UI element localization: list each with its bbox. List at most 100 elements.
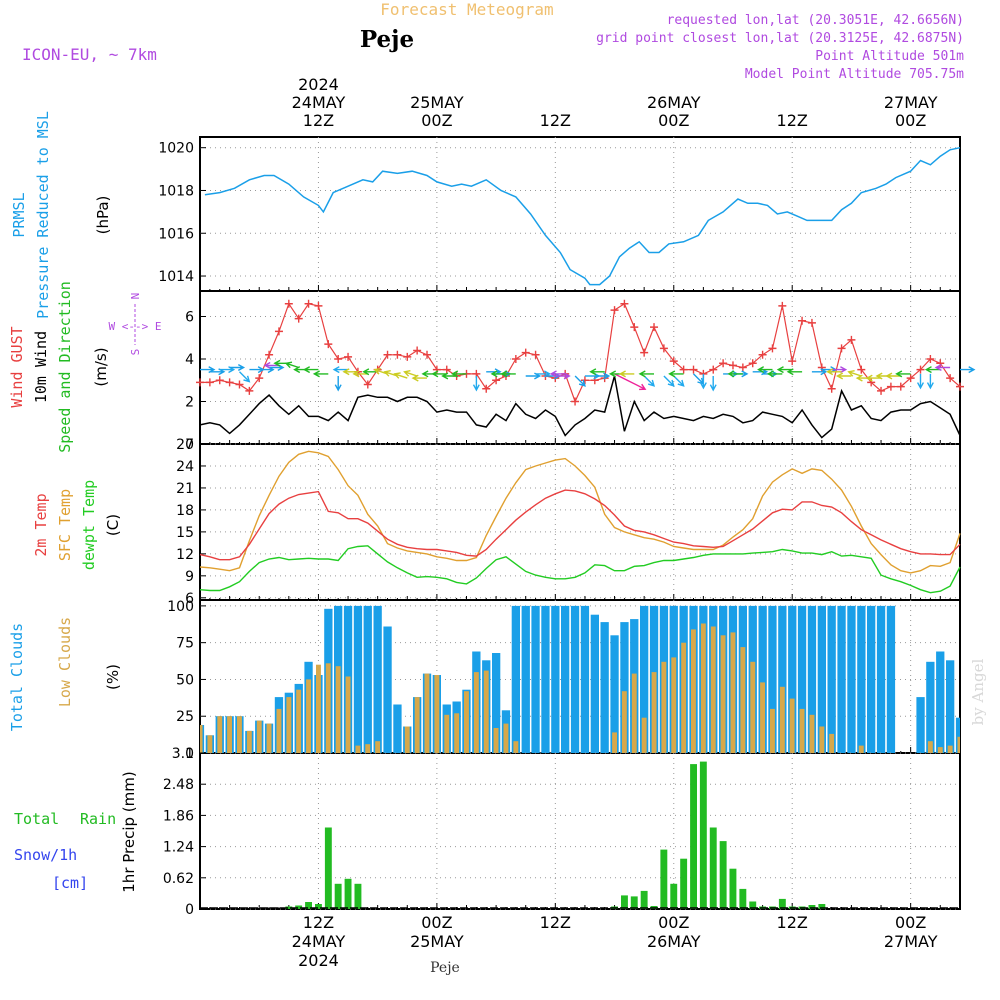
y-tick-label: 1018 <box>158 183 194 199</box>
total-cloud-bar <box>373 605 382 753</box>
low-cloud-bar <box>286 697 292 753</box>
location-title: Peje <box>360 26 414 53</box>
low-cloud-bar <box>434 675 440 753</box>
gust-marker <box>225 378 234 387</box>
gust-marker <box>728 361 737 370</box>
gust-marker <box>215 376 224 385</box>
gust-marker <box>393 350 402 359</box>
total-cloud-bar <box>600 622 609 753</box>
gust-marker <box>521 348 530 357</box>
wind-arrow <box>332 366 349 374</box>
total-cloud-bar <box>778 605 787 753</box>
gust-marker <box>719 359 728 368</box>
wind-arrow <box>835 372 852 380</box>
rain-bar <box>660 849 668 909</box>
total-cloud-bar <box>610 635 619 753</box>
low-cloud-bar <box>375 741 381 753</box>
gust-marker <box>807 318 816 327</box>
low-cloud-bar <box>464 691 469 753</box>
top-axis-label: 12Z <box>540 111 571 130</box>
gust-marker <box>738 363 747 372</box>
low-cloud-bar <box>681 642 687 753</box>
rain-bar <box>690 764 697 909</box>
low-cloud-bar <box>730 632 736 753</box>
panel-frame <box>199 599 961 754</box>
wind-arrow <box>960 366 976 374</box>
gust-label: Wind GUST <box>8 326 26 407</box>
wind-arrow <box>709 376 717 392</box>
gust-marker <box>916 365 925 374</box>
pressure-line <box>204 146 961 286</box>
rain-bar <box>315 904 322 909</box>
gust-marker <box>778 301 787 310</box>
wind-arrow <box>431 370 447 378</box>
top-axis-label: 2024 <box>298 75 339 94</box>
dewpt-label: dewpt Temp <box>80 480 98 570</box>
y-tick-label: 9 <box>185 569 194 585</box>
low-cloud-bar <box>237 716 242 753</box>
rain-bar <box>719 841 727 909</box>
rain-bar <box>344 878 352 909</box>
gust-marker <box>886 382 895 391</box>
wind-arrow <box>786 368 803 376</box>
y-tick-label: 3.1 <box>172 746 194 762</box>
gust-marker <box>294 314 303 323</box>
gust-marker <box>304 299 313 308</box>
gust-marker <box>324 340 333 349</box>
low-cloud-bar <box>710 626 716 753</box>
top-axis-label: 24MAY <box>292 93 346 112</box>
gust-line <box>200 302 961 404</box>
total-cloud-bar <box>561 605 570 753</box>
total-cloud-bar <box>640 605 649 753</box>
rain-bar <box>699 761 707 909</box>
total-cloud-bar <box>867 605 876 753</box>
rain-bar <box>334 883 342 909</box>
low-cloud-bar <box>207 735 213 753</box>
sfc-temp-label: SFC Temp <box>56 489 74 561</box>
precip-panel: 0 0.62 1.24 1.86 2.48 3.1 <box>163 746 961 918</box>
low-cloud-bar <box>947 745 953 753</box>
gust-marker <box>758 350 767 359</box>
gust-marker <box>363 380 372 389</box>
wind-arrow <box>229 363 246 372</box>
y-tick-label: 2.48 <box>163 777 194 793</box>
bottom-axis-label: 27MAY <box>884 932 938 951</box>
y-tick-label: 1016 <box>158 226 194 242</box>
low-cloud-bar <box>819 726 825 753</box>
y-tick-label: 75 <box>176 636 194 652</box>
temperature-panel: 6 9 12 15 18 21 24 27 <box>176 437 961 607</box>
gust-marker <box>511 355 520 363</box>
gust-marker <box>877 386 886 395</box>
y-tick-label: 0 <box>185 746 194 762</box>
wind-arrow <box>916 373 925 390</box>
low-cloud-bar <box>424 673 430 753</box>
wind-arrow <box>411 374 427 382</box>
total-cloud-bar <box>797 605 807 753</box>
gust-marker <box>531 350 540 359</box>
gust-marker <box>274 327 283 336</box>
y-tick-label: 1.86 <box>163 808 194 824</box>
wind-arrow <box>847 370 862 377</box>
rain-bar <box>354 883 362 909</box>
low-cloud-bar <box>720 635 726 753</box>
total-cloud-bar <box>541 605 550 753</box>
total-cloud-bar <box>827 605 836 753</box>
gust-marker <box>423 350 432 359</box>
gust-marker <box>265 350 274 359</box>
wind-arrow <box>673 375 685 387</box>
low-cloud-bar <box>858 745 864 753</box>
rain-bar <box>818 904 826 909</box>
gust-marker <box>235 380 244 389</box>
rain-bar <box>670 883 678 909</box>
top-axis-label: 27MAY <box>884 93 938 112</box>
total-cloud-bar <box>758 605 767 753</box>
wind-arrow <box>757 366 773 374</box>
wind-arrow <box>362 368 378 376</box>
total-cloud-bar <box>492 653 501 753</box>
y-tick-label: 24 <box>176 459 194 475</box>
low-cloud-bar <box>760 682 765 753</box>
point-altitude: Point Altitude 501m <box>815 49 964 64</box>
low-cloud-bar <box>345 676 351 753</box>
low-cloud-bar <box>316 664 321 753</box>
total-cloud-bar <box>837 605 846 753</box>
